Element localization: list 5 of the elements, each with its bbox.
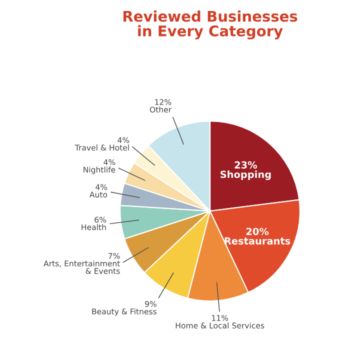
slice-label: Shopping <box>220 170 271 180</box>
chart-title: Reviewed Businesses in Every Category <box>123 10 298 40</box>
data-label: 20% <box>246 228 269 236</box>
slice-label: Restaurants <box>224 237 290 245</box>
data-label: 23% <box>234 161 258 169</box>
